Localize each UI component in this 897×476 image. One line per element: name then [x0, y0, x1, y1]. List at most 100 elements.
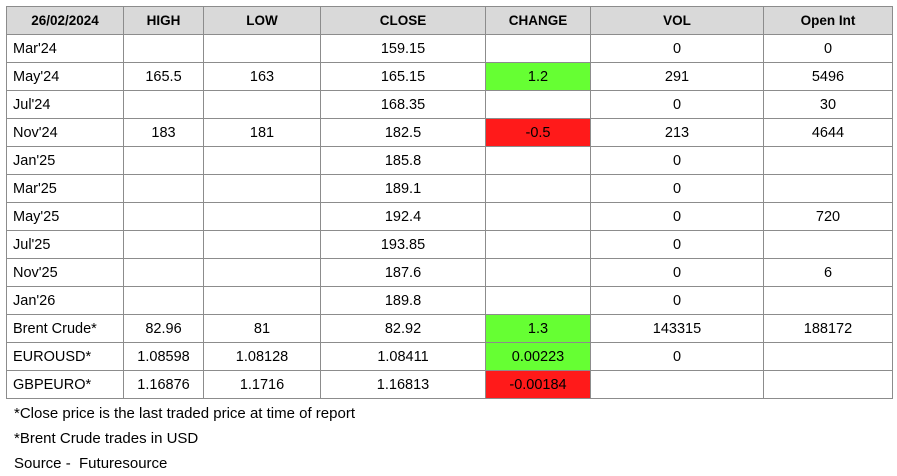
cell-vol: 0: [590, 202, 764, 231]
futures-price-table: 26/02/2024 HIGH LOW CLOSE CHANGE VOL Ope…: [6, 6, 893, 399]
table-row: May'24 165.5 163 165.15 1.2 291 5496: [6, 62, 893, 91]
cell-close: 189.8: [320, 286, 486, 315]
table-row: Nov'24 183 181 182.5 -0.5 213 4644: [6, 118, 893, 147]
cell-low: [203, 230, 321, 259]
cell-low: 163: [203, 62, 321, 91]
cell-open-int: 5496: [763, 62, 893, 91]
header-low: LOW: [203, 6, 321, 35]
cell-low: [203, 286, 321, 315]
cell-contract: Jul'24: [6, 90, 124, 119]
cell-close: 159.15: [320, 34, 486, 63]
header-close: CLOSE: [320, 6, 486, 35]
cell-change: -0.00184: [485, 370, 591, 399]
cell-vol: 0: [590, 258, 764, 287]
header-row: 26/02/2024 HIGH LOW CLOSE CHANGE VOL Ope…: [6, 6, 893, 35]
cell-open-int: 0: [763, 34, 893, 63]
cell-low: 1.1716: [203, 370, 321, 399]
cell-close: 165.15: [320, 62, 486, 91]
cell-high: [123, 174, 204, 203]
cell-close: 82.92: [320, 314, 486, 343]
cell-low: [203, 146, 321, 175]
cell-high: [123, 146, 204, 175]
cell-low: [203, 90, 321, 119]
cell-vol: 213: [590, 118, 764, 147]
cell-vol: 0: [590, 230, 764, 259]
header-open-int: Open Int: [763, 6, 893, 35]
cell-vol: 0: [590, 34, 764, 63]
cell-vol: 291: [590, 62, 764, 91]
table-row: Jul'25 193.85 0: [6, 230, 893, 259]
cell-open-int: [763, 370, 893, 399]
cell-low: 81: [203, 314, 321, 343]
cell-close: 187.6: [320, 258, 486, 287]
cell-change: 1.2: [485, 62, 591, 91]
cell-change: -0.5: [485, 118, 591, 147]
cell-high: [123, 230, 204, 259]
table-row: Brent Crude* 82.96 81 82.92 1.3 143315 188172: [6, 314, 893, 343]
footnote-source: Source - Futuresource: [14, 455, 168, 472]
cell-change: [485, 34, 591, 63]
header-vol: VOL: [590, 6, 764, 35]
cell-contract: Jul'25: [6, 230, 124, 259]
cell-contract: Nov'25: [6, 258, 124, 287]
cell-high: [123, 34, 204, 63]
cell-open-int: [763, 342, 893, 371]
table-row: Jan'25 185.8 0: [6, 146, 893, 175]
cell-low: 181: [203, 118, 321, 147]
cell-open-int: [763, 286, 893, 315]
cell-open-int: 30: [763, 90, 893, 119]
cell-contract: Nov'24: [6, 118, 124, 147]
header-change: CHANGE: [485, 6, 591, 35]
cell-open-int: [763, 174, 893, 203]
cell-close: 192.4: [320, 202, 486, 231]
cell-low: [203, 34, 321, 63]
cell-open-int: [763, 230, 893, 259]
cell-high: 1.08598: [123, 342, 204, 371]
cell-close: 1.16813: [320, 370, 486, 399]
cell-contract: Brent Crude*: [6, 314, 124, 343]
cell-high: 1.16876: [123, 370, 204, 399]
cell-contract: May'24: [6, 62, 124, 91]
cell-open-int: [763, 146, 893, 175]
cell-high: 183: [123, 118, 204, 147]
cell-vol: 0: [590, 342, 764, 371]
table-row: Jul'24 168.35 0 30: [6, 90, 893, 119]
cell-contract: EUROUSD*: [6, 342, 124, 371]
cell-contract: GBPEURO*: [6, 370, 124, 399]
table-body: Mar'24 159.15 0 0 May'24 165.5 163 165.15 1.2 291…: [6, 34, 893, 399]
table-row: GBPEURO* 1.16876 1.1716 1.16813 -0.00184: [6, 370, 893, 399]
cell-open-int: 188172: [763, 314, 893, 343]
cell-close: 185.8: [320, 146, 486, 175]
cell-change: [485, 174, 591, 203]
cell-vol: 0: [590, 286, 764, 315]
cell-close: 189.1: [320, 174, 486, 203]
table-row: Mar'24 159.15 0 0: [6, 34, 893, 63]
cell-contract: Mar'24: [6, 34, 124, 63]
cell-high: 165.5: [123, 62, 204, 91]
cell-high: [123, 202, 204, 231]
footnote-close-price: *Close price is the last traded price at…: [14, 405, 355, 422]
table-row: Jan'26 189.8 0: [6, 286, 893, 315]
cell-low: [203, 258, 321, 287]
cell-contract: Jan'25: [6, 146, 124, 175]
cell-low: 1.08128: [203, 342, 321, 371]
cell-change: [485, 90, 591, 119]
cell-close: 193.85: [320, 230, 486, 259]
cell-close: 182.5: [320, 118, 486, 147]
cell-close: 1.08411: [320, 342, 486, 371]
cell-high: [123, 286, 204, 315]
cell-change: 0.00223: [485, 342, 591, 371]
cell-change: [485, 230, 591, 259]
table-row: May'25 192.4 0 720: [6, 202, 893, 231]
cell-contract: Mar'25: [6, 174, 124, 203]
cell-high: [123, 258, 204, 287]
cell-change: [485, 202, 591, 231]
cell-vol: 0: [590, 90, 764, 119]
cell-change: [485, 146, 591, 175]
header-date: 26/02/2024: [6, 6, 124, 35]
cell-change: [485, 258, 591, 287]
footnotes: *Close price is the last traded price at…: [14, 401, 355, 476]
cell-open-int: 720: [763, 202, 893, 231]
cell-change: [485, 286, 591, 315]
cell-contract: Jan'26: [6, 286, 124, 315]
